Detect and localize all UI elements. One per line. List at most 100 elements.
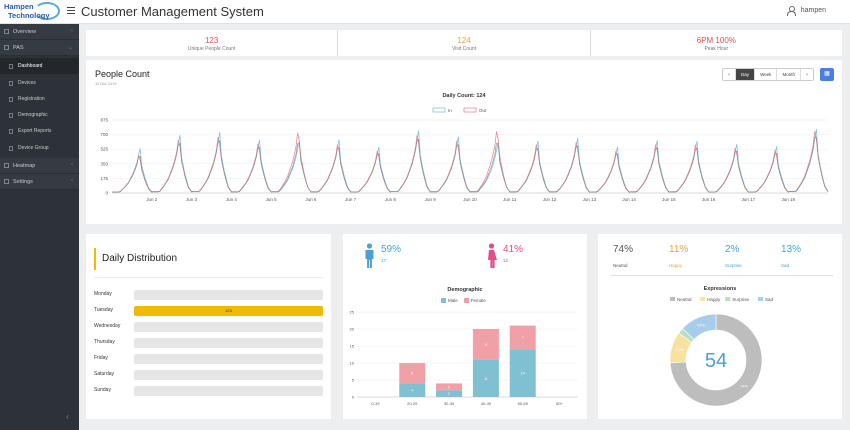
daily-row-saturday: Saturday: [94, 370, 323, 380]
stat-visit-count: 124 Visit Count: [337, 30, 589, 56]
y-tick-label: 25: [350, 310, 355, 315]
sidebar-item-demographic[interactable]: Demographic: [0, 107, 79, 123]
bar-male-30-39[interactable]: [436, 390, 463, 397]
chevron-left-icon: ‹: [71, 178, 73, 184]
sidebar-item-device-group[interactable]: Device Group: [0, 140, 79, 156]
logo-text-2: Technology: [8, 11, 50, 20]
bar-data-label: 2: [448, 385, 450, 389]
x-tick-label: Jun 11: [503, 197, 517, 202]
line-chart-title: Daily Count: 124: [442, 93, 486, 99]
x-tick-label: Jun 10: [463, 197, 477, 202]
x-tick-label: Jun 4: [226, 197, 238, 202]
x-tick-label: Jun 9: [425, 197, 437, 202]
day-bar-track: [134, 386, 323, 396]
demographic-chart: 0 5 10 15 20 25 0-19 20-29 4 6 30-39 2 2 40-49 11 9 50-5…: [350, 310, 578, 406]
female-count: 12: [503, 258, 509, 263]
prev-period-button[interactable]: ‹: [723, 69, 737, 80]
user-icon: [786, 6, 796, 16]
legend-happy-swatch[interactable]: [700, 297, 706, 301]
day-bar-track: 124: [134, 306, 323, 316]
y-tick-label: 0: [352, 395, 355, 400]
slice-sad[interactable]: [682, 313, 717, 340]
y-tick-label: 525: [100, 147, 108, 152]
legend-neutral: Neutral: [677, 297, 692, 302]
x-tick-label: Jun 5: [266, 197, 278, 202]
sidebar-collapse-icon[interactable]: ‹: [66, 412, 69, 421]
male-count: 17: [381, 258, 387, 263]
slice-label: 11%: [676, 347, 684, 352]
chevron-down-icon: ⌄: [67, 45, 73, 51]
legend-in-swatch[interactable]: [432, 107, 446, 113]
x-tick-label: Jun 13: [583, 197, 597, 202]
sidebar-item-pas[interactable]: PAS ⌄: [0, 40, 79, 56]
daily-row-tuesday: Tuesday 124: [94, 306, 323, 316]
expression-stat-neutral: 74% Neutral: [613, 244, 663, 268]
legend-surprise-swatch[interactable]: [725, 297, 731, 301]
sidebar-item-overview[interactable]: Overview ‹: [0, 24, 79, 40]
divider: [611, 275, 833, 276]
sidebar-item-registration[interactable]: Registration: [0, 91, 79, 107]
calendar-button[interactable]: ▦: [820, 68, 834, 81]
expressions-panel: 74% Neutral 11% Happy 2% Surprise 13% Sad Expre…: [598, 234, 842, 419]
y-tick-label: 700: [100, 132, 108, 137]
donut-center-label: 54: [705, 350, 727, 372]
bar-female-20-29[interactable]: [399, 363, 426, 384]
bar-data-label: 9: [485, 343, 487, 347]
legend-out-swatch[interactable]: [463, 107, 477, 113]
week-button[interactable]: Week: [755, 69, 778, 80]
bar-female-30-39[interactable]: [436, 383, 463, 391]
bar-data-label: 4: [411, 389, 413, 393]
legend-neutral-swatch[interactable]: [670, 297, 675, 301]
slice-label: 74%: [740, 384, 748, 389]
bar-data-label: 2: [448, 392, 450, 396]
heatmap-icon: [4, 163, 9, 168]
x-tick-label: Jun 7: [345, 197, 357, 202]
day-label: Wednesday: [94, 323, 121, 329]
daily-row-wednesday: Wednesday: [94, 322, 323, 332]
people-count-title: People Count: [95, 69, 150, 79]
day-button[interactable]: Day: [736, 69, 756, 80]
sidebar-item-devices[interactable]: Devices: [0, 75, 79, 91]
expression-stat-surprise: 2% Surprise: [725, 244, 775, 268]
expression-stat-sad: 13% Sad: [781, 244, 831, 268]
legend-out: Out: [479, 108, 487, 113]
expression-label: Neutral: [613, 263, 628, 268]
x-tick-label: 20-29: [407, 401, 418, 406]
slice-neutral[interactable]: [669, 313, 763, 407]
sidebar-item-dashboard[interactable]: Dashboard: [0, 58, 79, 74]
series-in-line: [112, 129, 829, 194]
people-count-chart: Daily Count: 124 In Out 0 175 350 525 700 875 Jun…: [100, 93, 829, 202]
bar-male-50-59[interactable]: [509, 349, 536, 397]
day-label: Sunday: [94, 387, 111, 393]
slice-label: 13%: [697, 323, 705, 328]
sidebar-item-heatmap[interactable]: Heatmap ‹: [0, 158, 79, 174]
legend-female[interactable]: Female: [463, 298, 486, 304]
legend-happy: Happy: [707, 297, 721, 302]
month-button[interactable]: Month: [777, 69, 801, 80]
gear-icon: [4, 179, 9, 184]
app-title: Customer Management System: [81, 4, 264, 19]
expression-percent: 11%: [669, 244, 689, 255]
demographic-panel: 59% 17 41% 12 Demographic Male Female 0 5…: [343, 234, 587, 419]
bar-female-50-59[interactable]: [509, 325, 536, 350]
expression-stat-happy: 11% Happy: [669, 244, 719, 268]
bar-male-20-29[interactable]: [399, 383, 426, 397]
x-tick-label: 30-39: [444, 401, 455, 406]
day-label: Saturday: [94, 371, 115, 377]
sidebar-item-settings[interactable]: Settings ‹: [0, 174, 79, 190]
legend-sad-swatch[interactable]: [758, 297, 763, 301]
legend-male[interactable]: Male: [441, 298, 458, 304]
next-period-button[interactable]: ›: [806, 71, 808, 78]
menu-toggle-icon[interactable]: [67, 7, 75, 15]
bar-data-label: 14: [521, 372, 525, 376]
day-bar-track: [134, 338, 323, 348]
logo[interactable]: Hampen Technology: [4, 2, 60, 22]
sidebar-item-export-reports[interactable]: Export Reports: [0, 123, 79, 139]
user-menu[interactable]: hampen: [786, 6, 826, 16]
home-icon: [4, 29, 9, 34]
day-bar-fill: 124: [134, 306, 323, 316]
bar-male-40-49[interactable]: [472, 359, 499, 397]
expressions-chart-title: Expressions: [703, 286, 737, 292]
bar-female-40-49[interactable]: [472, 329, 499, 360]
expression-label: Surprise: [725, 263, 742, 268]
